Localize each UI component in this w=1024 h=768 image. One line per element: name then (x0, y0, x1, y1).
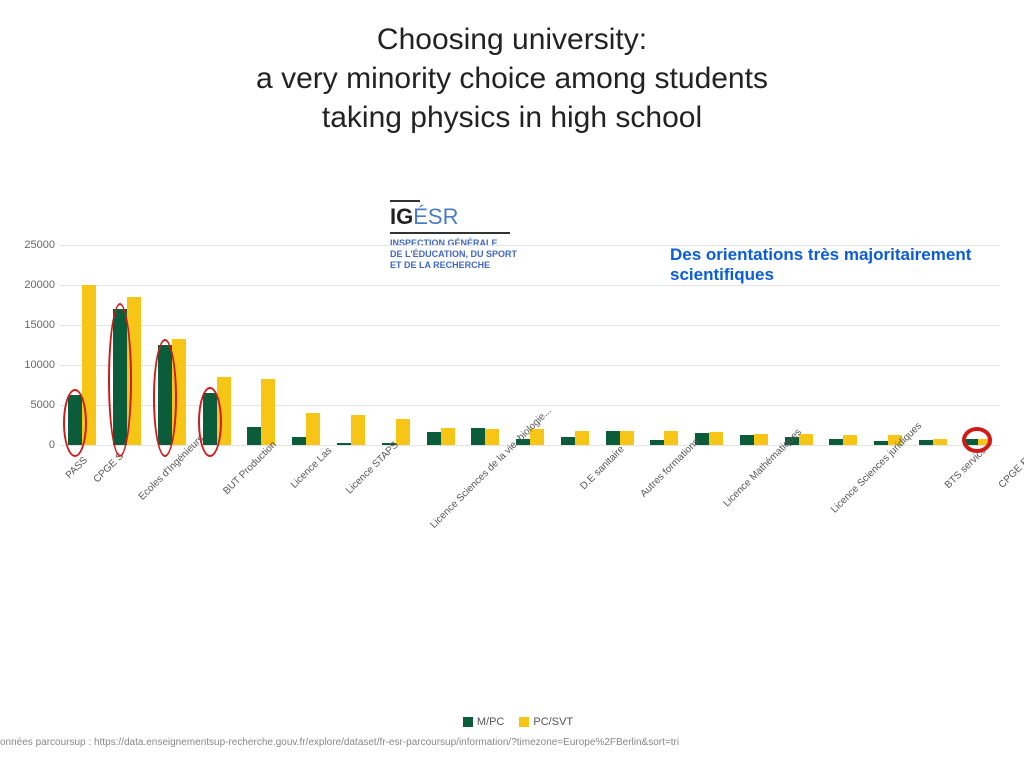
title-line-1: Choosing university: (377, 23, 647, 56)
bar-pcsvt (396, 419, 410, 445)
bar-pcsvt (127, 297, 141, 445)
legend-swatch-pcsvt (519, 717, 529, 727)
bar-group (60, 285, 105, 445)
title-line-3: taking physics in high school (322, 101, 702, 134)
bar-group (105, 297, 150, 445)
x-label: D.E sanitaire (578, 444, 618, 484)
bar-mpc (158, 345, 172, 445)
x-label: BUT Production (221, 439, 271, 489)
legend-label-pcsvt: PC/SVT (533, 716, 573, 728)
x-label: CPGE S (91, 451, 118, 478)
y-tick: 10000 (5, 359, 55, 371)
bar-group (911, 439, 956, 445)
y-tick: 15000 (5, 319, 55, 331)
logo-text: IGÉSR (390, 204, 517, 230)
bar-mpc (292, 437, 306, 445)
x-label: Licence STAPS (345, 440, 394, 489)
bar-mpc (471, 428, 485, 445)
bar-mpc (919, 440, 933, 445)
bar-group (597, 431, 642, 445)
bar-group (150, 339, 195, 445)
x-label: PASS (64, 455, 82, 473)
x-label: Licence Las (289, 445, 327, 483)
bar-mpc (606, 431, 620, 445)
logo-rule-bottom (390, 232, 510, 234)
bar-group (239, 379, 284, 445)
bar-mpc (113, 309, 127, 445)
y-axis: 0500010000150002000025000 (5, 245, 55, 445)
bar-pcsvt (575, 431, 589, 445)
legend-swatch-mpc (463, 717, 473, 727)
bar-mpc (650, 440, 664, 445)
bar-pcsvt (306, 413, 320, 445)
bar-pcsvt (709, 432, 723, 445)
bar-group (821, 435, 866, 445)
bar-group (284, 413, 329, 445)
bars-container (60, 245, 1000, 445)
bar-pcsvt (172, 339, 186, 445)
logo-rule-top (390, 200, 420, 202)
bar-pcsvt (843, 435, 857, 445)
y-tick: 25000 (5, 239, 55, 251)
logo-esr: ÉSR (413, 204, 458, 229)
bar-pcsvt (754, 434, 768, 445)
x-label: CPGE ECG (996, 445, 1024, 482)
bar-pcsvt (441, 428, 455, 445)
bar-pcsvt (217, 377, 231, 445)
y-tick: 0 (5, 439, 55, 451)
bar-group (955, 439, 1000, 445)
y-tick: 5000 (5, 399, 55, 411)
bar-mpc (874, 441, 888, 445)
bar-group (731, 434, 776, 445)
bar-group (552, 431, 597, 445)
bar-pcsvt (664, 431, 678, 445)
bar-pcsvt (620, 431, 634, 445)
legend: M/PC PC/SVT (0, 716, 1024, 728)
slide-title: Choosing university: a very minority cho… (0, 0, 1024, 137)
bar-pcsvt (351, 415, 365, 445)
bar-group (194, 377, 239, 445)
y-tick: 20000 (5, 279, 55, 291)
bar-pcsvt (933, 439, 947, 445)
bar-mpc (68, 395, 82, 445)
bar-chart: 0500010000150002000025000 PASSCPGE SEcol… (60, 245, 1000, 445)
bar-mpc (964, 439, 978, 445)
bar-group (463, 428, 508, 445)
bar-pcsvt (261, 379, 275, 445)
x-label: BTS service (943, 445, 981, 483)
bar-mpc (337, 443, 351, 445)
bar-pcsvt (485, 429, 499, 445)
bar-pcsvt (978, 439, 992, 445)
bar-group (329, 415, 374, 445)
bar-mpc (203, 393, 217, 445)
title-line-2: a very minority choice among students (256, 62, 768, 95)
bar-group (642, 431, 687, 445)
bar-mpc (561, 437, 575, 445)
source-citation: onnées parcoursup : https://data.enseign… (0, 737, 679, 748)
bar-group (418, 428, 463, 445)
legend-label-mpc: M/PC (477, 716, 505, 728)
logo-ig: IG (390, 204, 413, 229)
bar-mpc (427, 432, 441, 445)
bar-pcsvt (82, 285, 96, 445)
bar-group (373, 419, 418, 445)
bar-mpc (829, 439, 843, 445)
bar-mpc (740, 435, 754, 445)
bar-mpc (247, 427, 261, 445)
